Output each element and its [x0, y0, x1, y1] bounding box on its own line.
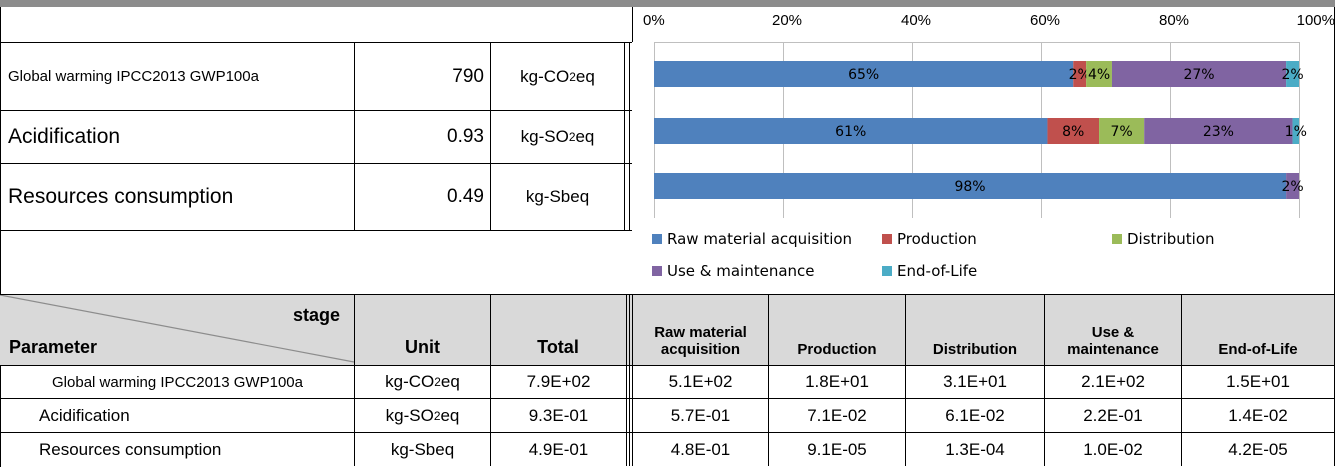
legend-item: Raw material acquisition: [652, 230, 852, 248]
legend-label: Use & maintenance: [667, 262, 815, 280]
x-tick-label: 60%: [1030, 12, 1061, 29]
summary-name: Acidification: [8, 125, 121, 148]
col-header-total: Total: [537, 337, 579, 357]
table-row-unit: kg-SO 2 eq: [385, 405, 460, 425]
table-cell: 5.7E-01: [670, 405, 731, 425]
bar-segment: [1286, 173, 1299, 199]
corner-diagonal: [0, 295, 355, 363]
bar-segment: [1073, 61, 1087, 87]
bar-segment: [1286, 61, 1299, 87]
summary-unit: kg-CO 2 eq: [520, 66, 595, 86]
col-header-end-of-life: End-of-Life: [1218, 341, 1298, 358]
table-cell: 4.2E-05: [1228, 439, 1288, 459]
bar-segment: [1111, 61, 1287, 87]
table-cell: 1.0E-02: [1083, 439, 1143, 459]
legend-swatch: [652, 234, 662, 244]
summary-name: Global warming IPCC2013 GWP100a: [8, 68, 259, 85]
x-tick-label: 80%: [1159, 12, 1190, 29]
data-label: 8%: [1062, 124, 1084, 140]
x-tick-label: 0%: [643, 12, 665, 29]
table-row-name: Global warming IPCC2013 GWP100a: [52, 373, 303, 391]
bar-segment: [1086, 61, 1112, 87]
col-header-distribution: Distribution: [932, 341, 1018, 358]
bar-segment: [1292, 118, 1299, 144]
data-label: 27%: [1183, 67, 1214, 83]
bar-segment: [654, 173, 1287, 199]
legend-item: Use & maintenance: [652, 262, 815, 280]
legend-label: Distribution: [1127, 230, 1215, 248]
data-label: 65%: [848, 67, 879, 83]
table-cell: 9.3E-01: [528, 405, 589, 425]
chart-svg: 65% 2%4% 27% 2%61% 8% 7% 23% 1%98% 2%: [654, 42, 1307, 218]
table-cell: 1.8E+01: [805, 372, 869, 391]
table-cell: 4.9E-01: [528, 439, 589, 459]
table-cell: 2.1E+02: [1081, 372, 1145, 391]
table-cell: 4.8E-01: [670, 439, 731, 459]
data-label: 23%: [1203, 124, 1234, 140]
summary-unit: kg-SO 2 eq: [520, 127, 595, 146]
table-cell: 9.1E-05: [807, 439, 867, 459]
summary-value: 790: [452, 65, 484, 87]
data-label: 4%: [1088, 67, 1110, 83]
data-label: 7%: [1111, 124, 1133, 140]
corner-stage-label: stage: [292, 305, 340, 325]
bar-segment: [654, 61, 1074, 87]
bar-segment: [1144, 118, 1293, 144]
data-label: 2%: [1281, 67, 1303, 83]
table-cell: 7.1E-02: [807, 405, 867, 425]
data-label: 98%: [954, 179, 985, 195]
data-label: 2%: [1281, 179, 1303, 195]
x-tick-label: 40%: [901, 12, 932, 29]
legend-label: Raw material acquisition: [667, 230, 853, 248]
summary-value: 0.49: [447, 186, 484, 207]
legend-item: Production: [882, 230, 977, 248]
legend-swatch: [652, 266, 662, 276]
table-cell: 1.4E-02: [1228, 405, 1288, 425]
col-header-use-maintenance: Use & maintenance: [1067, 324, 1159, 358]
bar-segment: [654, 118, 1048, 144]
data-label: 1%: [1285, 124, 1307, 140]
table-row-name: Acidification: [39, 405, 130, 425]
table-cell: 6.1E-02: [945, 405, 1005, 425]
legend-label: End-of-Life: [897, 262, 978, 280]
title-band: [0, 0, 1335, 7]
data-label: 61%: [835, 124, 866, 140]
summary-name: Resources consumption: [8, 185, 234, 208]
col-header-unit: Unit: [405, 337, 440, 357]
table-row-unit: kg-CO 2 eq: [385, 372, 460, 391]
table-cell: 5.1E+02: [668, 372, 733, 391]
table-cell: 2.2E-01: [1083, 405, 1143, 425]
legend-label: Production: [897, 230, 977, 248]
summary-value: 0.93: [447, 126, 484, 147]
table-row-name: Resources consumption: [39, 439, 222, 459]
x-tick-label: 100%: [1296, 12, 1335, 29]
table-cell: 3.1E+01: [943, 372, 1007, 391]
data-label: 2%: [1069, 67, 1091, 83]
bar-segment: [1099, 118, 1145, 144]
bar-segment: [1047, 118, 1100, 144]
table-cell: 1.5E+01: [1226, 372, 1290, 391]
table-row-unit: kg-Sbeq: [390, 439, 455, 459]
col-header-raw-material: Raw material acquisition: [654, 324, 747, 358]
legend-swatch: [1112, 234, 1122, 244]
table-cell: 7.9E+02: [526, 372, 591, 391]
table-cell: 1.3E-04: [945, 439, 1005, 459]
legend-swatch: [882, 266, 892, 276]
col-header-production: Production: [797, 341, 877, 358]
legend-swatch: [882, 234, 892, 244]
legend-item: Distribution: [1112, 230, 1215, 248]
summary-unit: kg-Sbeq: [525, 187, 590, 206]
table-header-bg: [0, 295, 1335, 365]
x-tick-label: 20%: [772, 12, 803, 29]
legend-item: End-of-Life: [882, 262, 977, 280]
corner-parameter-label: Parameter: [9, 337, 98, 357]
